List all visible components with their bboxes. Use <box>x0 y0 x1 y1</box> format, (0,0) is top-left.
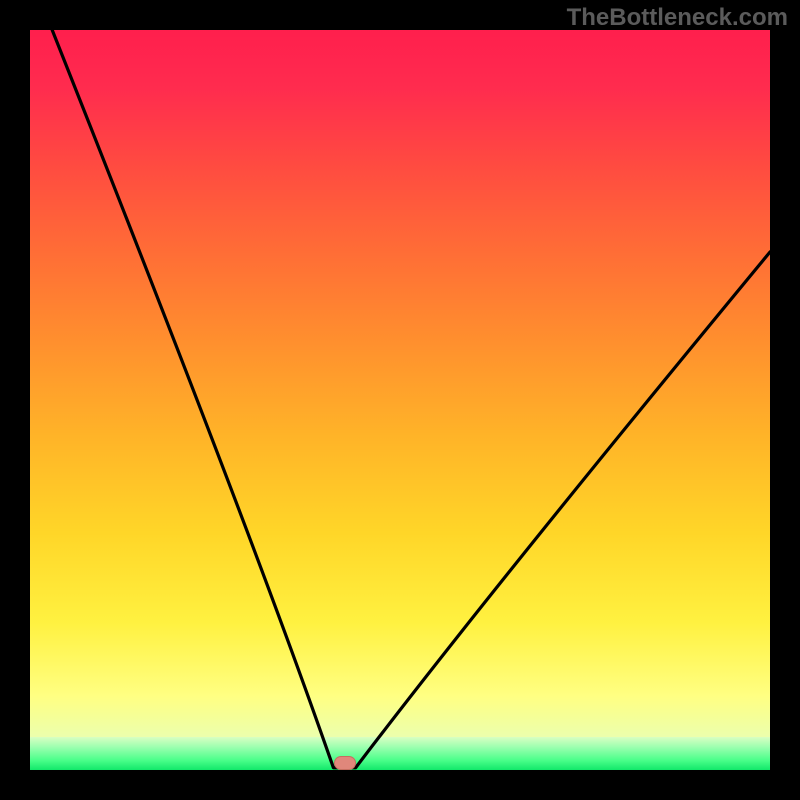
watermark-text: TheBottleneck.com <box>567 4 788 32</box>
bottleneck-curve <box>30 30 770 770</box>
green-strip <box>30 737 770 770</box>
chart-container: TheBottleneck.com <box>0 0 800 800</box>
optimum-marker <box>334 756 356 770</box>
plot-area <box>30 30 770 770</box>
